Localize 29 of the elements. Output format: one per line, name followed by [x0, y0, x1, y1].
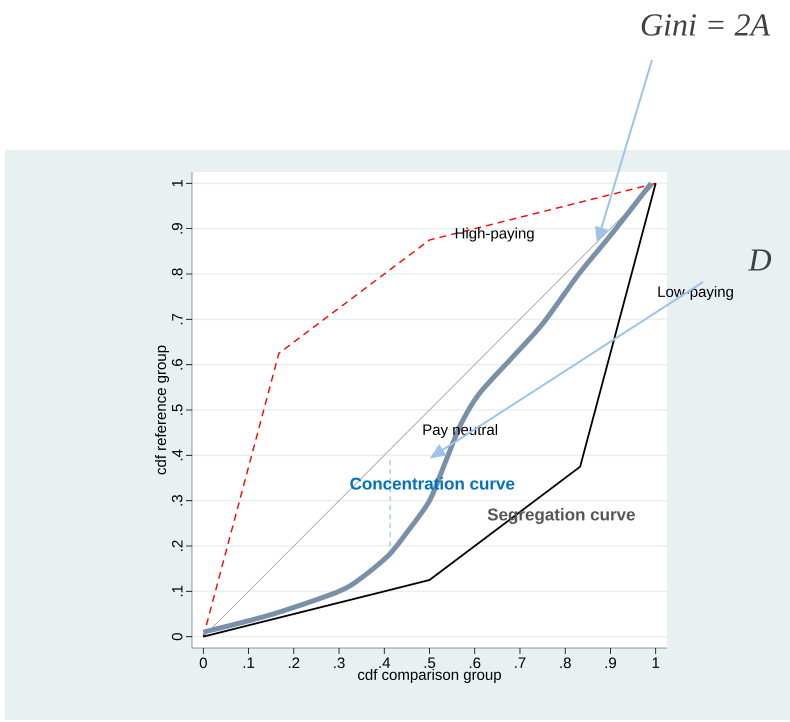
y-tick-label: .9 — [172, 223, 182, 234]
y-tick-label: .6 — [172, 359, 182, 370]
y-tick-label: .2 — [172, 540, 182, 551]
x-tick-label: .7 — [515, 658, 526, 668]
annotation: High-paying — [456, 228, 534, 242]
x-tick-label: .8 — [560, 658, 571, 668]
y-tick-label: .8 — [172, 268, 182, 279]
y-tick-label: .1 — [172, 586, 182, 596]
y-tick-label: .3 — [172, 495, 182, 506]
annotation: Concentration curve — [350, 477, 514, 490]
x-tick-label: .2 — [288, 658, 300, 668]
annotation: Low-paying — [658, 286, 733, 300]
x-tick-label: 1 — [652, 658, 660, 668]
y-tick-label: .5 — [172, 404, 182, 415]
x-tick-label: .1 — [244, 658, 254, 668]
x-axis-title: cdf comparison group — [358, 668, 501, 683]
x-tick-label: .4 — [379, 658, 390, 668]
text: Gini = 2A — [642, 14, 770, 36]
x-tick-label: .5 — [424, 658, 436, 668]
y-tick-label: .7 — [172, 314, 182, 324]
y-tick-label: 1 — [172, 180, 182, 186]
x-tick-label: .9 — [606, 658, 616, 668]
y-tick-label: .4 — [172, 450, 182, 460]
y-tick-label: 0 — [172, 633, 182, 640]
x-tick-label: .3 — [334, 658, 345, 668]
x-tick-label: .6 — [470, 658, 480, 668]
text: D — [748, 249, 772, 271]
x-tick-label: 0 — [200, 658, 207, 668]
y-axis-title: cdf reference group — [155, 346, 170, 474]
